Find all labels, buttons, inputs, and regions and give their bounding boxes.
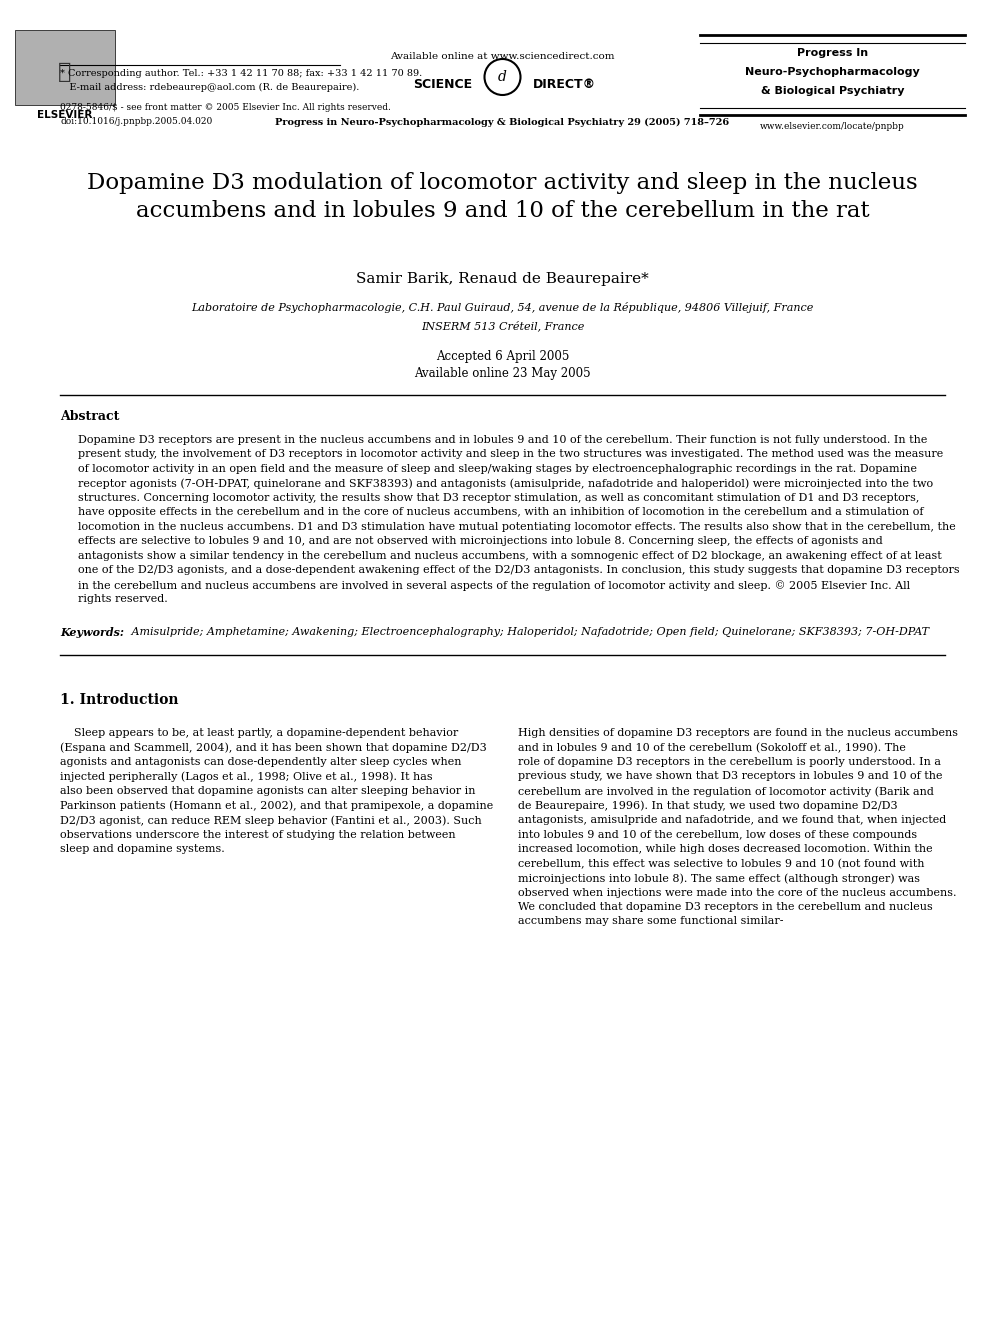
Text: accumbens may share some functional similar-: accumbens may share some functional simi…: [518, 917, 783, 926]
Text: E-mail address: rdebeaurep@aol.com (R. de Beaurepaire).: E-mail address: rdebeaurep@aol.com (R. d…: [60, 83, 359, 93]
Text: ELSEVIER: ELSEVIER: [38, 110, 92, 120]
Text: Dopamine D3 modulation of locomotor activity and sleep in the nucleus
accumbens : Dopamine D3 modulation of locomotor acti…: [87, 172, 918, 222]
Text: Abstract: Abstract: [60, 410, 119, 423]
Text: have opposite effects in the cerebellum and in the core of nucleus accumbens, wi: have opposite effects in the cerebellum …: [78, 508, 924, 517]
Text: Neuro-Psychopharmacology: Neuro-Psychopharmacology: [745, 67, 920, 77]
Text: (Espana and Scammell, 2004), and it has been shown that dopamine D2/D3: (Espana and Scammell, 2004), and it has …: [60, 742, 487, 753]
Text: injected peripherally (Lagos et al., 1998; Olive et al., 1998). It has: injected peripherally (Lagos et al., 199…: [60, 771, 433, 782]
Text: Amisulpride; Amphetamine; Awakening; Electroencephalography; Haloperidol; Nafado: Amisulpride; Amphetamine; Awakening; Ele…: [128, 627, 929, 638]
Text: observations underscore the interest of studying the relation between: observations underscore the interest of …: [60, 830, 455, 840]
Text: effects are selective to lobules 9 and 10, and are not observed with microinject: effects are selective to lobules 9 and 1…: [78, 537, 883, 546]
Text: INSERM 513 Créteil, France: INSERM 513 Créteil, France: [421, 320, 584, 331]
Text: cerebellum, this effect was selective to lobules 9 and 10 (not found with: cerebellum, this effect was selective to…: [518, 859, 924, 869]
Text: High densities of dopamine D3 receptors are found in the nucleus accumbens: High densities of dopamine D3 receptors …: [518, 728, 957, 738]
Text: one of the D2/D3 agonists, and a dose-dependent awakening effect of the D2/D3 an: one of the D2/D3 agonists, and a dose-de…: [78, 565, 959, 576]
Text: doi:10.1016/j.pnpbp.2005.04.020: doi:10.1016/j.pnpbp.2005.04.020: [60, 116, 212, 126]
Text: 0278-5846/$ - see front matter © 2005 Elsevier Inc. All rights reserved.: 0278-5846/$ - see front matter © 2005 El…: [60, 103, 391, 112]
Text: also been observed that dopamine agonists can alter sleeping behavior in: also been observed that dopamine agonist…: [60, 786, 475, 796]
Text: DIRECT®: DIRECT®: [533, 78, 595, 91]
Text: Available online at www.sciencedirect.com: Available online at www.sciencedirect.co…: [390, 52, 615, 61]
Text: Available online 23 May 2005: Available online 23 May 2005: [415, 366, 591, 380]
Text: Progress In: Progress In: [797, 48, 868, 58]
Text: present study, the involvement of D3 receptors in locomotor activity and sleep i: present study, the involvement of D3 rec…: [78, 450, 943, 459]
Text: agonists and antagonists can dose-dependently alter sleep cycles when: agonists and antagonists can dose-depend…: [60, 757, 461, 767]
Text: SCIENCE: SCIENCE: [414, 78, 472, 91]
Text: Parkinson patients (Homann et al., 2002), and that pramipexole, a dopamine: Parkinson patients (Homann et al., 2002)…: [60, 800, 493, 811]
Text: previous study, we have shown that D3 receptors in lobules 9 and 10 of the: previous study, we have shown that D3 re…: [518, 771, 942, 782]
Text: Dopamine D3 receptors are present in the nucleus accumbens and in lobules 9 and : Dopamine D3 receptors are present in the…: [78, 435, 928, 445]
Text: role of dopamine D3 receptors in the cerebellum is poorly understood. In a: role of dopamine D3 receptors in the cer…: [518, 757, 940, 767]
Text: Sleep appears to be, at least partly, a dopamine-dependent behavior: Sleep appears to be, at least partly, a …: [60, 728, 458, 738]
Text: microinjections into lobule 8). The same effect (although stronger) was: microinjections into lobule 8). The same…: [518, 873, 920, 884]
Text: receptor agonists (7-OH-DPAT, quinelorane and SKF38393) and antagonists (amisulp: receptor agonists (7-OH-DPAT, quineloran…: [78, 479, 933, 490]
Text: cerebellum are involved in the regulation of locomotor activity (Barik and: cerebellum are involved in the regulatio…: [518, 786, 933, 796]
Bar: [15, 30, 115, 105]
Text: Samir Barik, Renaud de Beaurepaire*: Samir Barik, Renaud de Beaurepaire*: [356, 273, 649, 286]
Text: de Beaurepaire, 1996). In that study, we used two dopamine D2/D3: de Beaurepaire, 1996). In that study, we…: [518, 800, 897, 811]
Text: D2/D3 agonist, can reduce REM sleep behavior (Fantini et al., 2003). Such: D2/D3 agonist, can reduce REM sleep beha…: [60, 815, 482, 826]
Text: * Corresponding author. Tel.: +33 1 42 11 70 88; fax: +33 1 42 11 70 89.: * Corresponding author. Tel.: +33 1 42 1…: [60, 69, 423, 78]
Text: 1. Introduction: 1. Introduction: [60, 693, 179, 706]
Text: increased locomotion, while high doses decreased locomotion. Within the: increased locomotion, while high doses d…: [518, 844, 932, 855]
Text: Keywords:: Keywords:: [60, 627, 124, 638]
Text: d: d: [498, 70, 507, 83]
Text: in the cerebellum and nucleus accumbens are involved in several aspects of the r: in the cerebellum and nucleus accumbens …: [78, 579, 910, 591]
Text: rights reserved.: rights reserved.: [78, 594, 168, 605]
Text: Accepted 6 April 2005: Accepted 6 April 2005: [435, 351, 569, 363]
Text: sleep and dopamine systems.: sleep and dopamine systems.: [60, 844, 225, 855]
Text: and in lobules 9 and 10 of the cerebellum (Sokoloff et al., 1990). The: and in lobules 9 and 10 of the cerebellu…: [518, 742, 906, 753]
Text: observed when injections were made into the core of the nucleus accumbens.: observed when injections were made into …: [518, 888, 956, 897]
Text: of locomotor activity in an open field and the measure of sleep and sleep/waking: of locomotor activity in an open field a…: [78, 464, 917, 474]
Text: into lobules 9 and 10 of the cerebellum, low doses of these compounds: into lobules 9 and 10 of the cerebellum,…: [518, 830, 917, 840]
Text: structures. Concerning locomotor activity, the results show that D3 receptor sti: structures. Concerning locomotor activit…: [78, 493, 920, 503]
Text: Progress in Neuro-Psychopharmacology & Biological Psychiatry 29 (2005) 718–726: Progress in Neuro-Psychopharmacology & B…: [276, 118, 729, 127]
Text: Laboratoire de Psychopharmacologie, C.H. Paul Guiraud, 54, avenue de la Républiq: Laboratoire de Psychopharmacologie, C.H.…: [191, 302, 813, 314]
Text: & Biological Psychiatry: & Biological Psychiatry: [761, 86, 905, 97]
Text: www.elsevier.com/locate/pnpbp: www.elsevier.com/locate/pnpbp: [760, 122, 905, 131]
Text: We concluded that dopamine D3 receptors in the cerebellum and nucleus: We concluded that dopamine D3 receptors …: [518, 902, 932, 912]
Text: locomotion in the nucleus accumbens. D1 and D3 stimulation have mutual potentiat: locomotion in the nucleus accumbens. D1 …: [78, 523, 955, 532]
Text: 🌳: 🌳: [59, 62, 71, 82]
Text: antagonists, amisulpride and nafadotride, and we found that, when injected: antagonists, amisulpride and nafadotride…: [518, 815, 945, 826]
Text: antagonists show a similar tendency in the cerebellum and nucleus accumbens, wit: antagonists show a similar tendency in t…: [78, 550, 941, 561]
